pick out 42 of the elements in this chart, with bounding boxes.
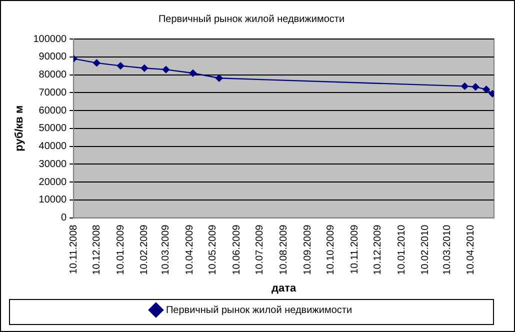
x-tick-label: 10.12.2009 xyxy=(372,224,384,275)
y-tick-label: 20000 xyxy=(38,176,68,188)
y-tick-label: 60000 xyxy=(38,105,68,116)
y-tick-label: 90000 xyxy=(38,52,68,63)
point xyxy=(216,74,223,82)
y-tick-label: 70000 xyxy=(38,87,68,98)
x-tick-label: 10.09.2009 xyxy=(302,224,314,275)
x-tick-label: 10.06.2009 xyxy=(232,224,243,275)
x-tick-label: 10.01.2009 xyxy=(115,224,126,275)
y-tick-label: 40000 xyxy=(38,141,68,152)
y-tick-label: 80000 xyxy=(38,70,68,80)
y-tick-label: 10000 xyxy=(38,194,68,206)
x-tick-label: 10.08.2009 xyxy=(278,224,290,275)
chart-title: Первичный рынок жилой недвижимости xyxy=(158,14,345,25)
x-tick-label: 10.02.2010 xyxy=(420,224,432,275)
point xyxy=(93,59,100,67)
x-tick-label: 10.04.2009 xyxy=(184,224,196,275)
x-tick-label: 10.07.2009 xyxy=(254,224,266,275)
x-tick-label: 10.05.2009 xyxy=(208,224,219,275)
x-tick-label: 10.01.2010 xyxy=(396,224,408,275)
x-tick-label: 10.12.2008 xyxy=(91,224,102,275)
point xyxy=(189,70,197,77)
x-tick-label: 10.11.2009 xyxy=(349,224,360,274)
x-tick-label: 10.03.2010 xyxy=(442,224,453,275)
y-tick-label: 50000 xyxy=(38,123,68,134)
y-tick-label: 100000 xyxy=(33,34,67,45)
x-tick-label: 10.10.2009 xyxy=(326,224,337,275)
point xyxy=(116,62,124,70)
point xyxy=(482,86,490,94)
point xyxy=(162,66,170,74)
y-tick-label: 0 xyxy=(61,212,68,224)
legend-label: Первичный рынок жилой недвижимости xyxy=(166,304,352,316)
x-axis-title: дата xyxy=(271,282,297,294)
x-tick-label: 10.04.2010 xyxy=(466,224,477,275)
y-tick-label: 30000 xyxy=(38,158,68,170)
y-axis-title: руб/кв м xyxy=(14,105,26,152)
point xyxy=(472,83,480,91)
x-tick-label: 10.02.2009 xyxy=(139,224,150,275)
x-tick-label: 10.11.2008 xyxy=(68,224,80,274)
x-tick-label: 10.03.2009 xyxy=(160,224,172,275)
point xyxy=(461,82,468,90)
point xyxy=(140,64,148,72)
